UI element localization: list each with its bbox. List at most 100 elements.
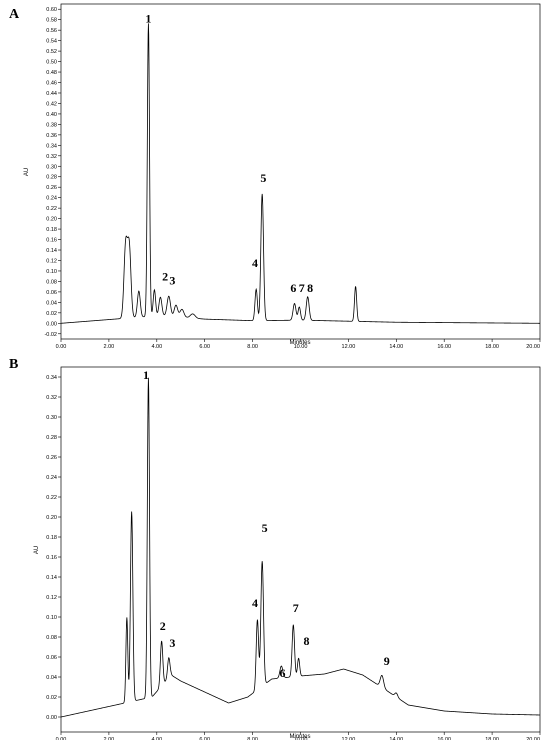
panel-b-plot-frame bbox=[60, 366, 541, 733]
panel-a-y-tick-label: 0.46 bbox=[46, 81, 57, 87]
panel-b-y-tick-label: 0.24 bbox=[46, 475, 57, 481]
panel-a-y-tick-label: 0.32 bbox=[46, 154, 57, 160]
panel-a-y-tick-label: 0.48 bbox=[46, 70, 57, 76]
panel-a-y-tick-label: 0.10 bbox=[46, 269, 57, 275]
panel-a-y-tick-label: 0.40 bbox=[46, 112, 57, 118]
panel-b-x-ticks: 0.00 2.00 4.00 6.00 8.00 10.00 12.00 14.00 16.00… bbox=[56, 732, 541, 740]
panel-b-y-tick-label: 0.30 bbox=[46, 415, 57, 421]
panel-a-y-tick-label: 0.16 bbox=[46, 238, 57, 244]
panel-a-y-tick-label: 0.06 bbox=[46, 290, 57, 296]
panel-b-x-tick-label: 2.00 bbox=[104, 737, 115, 740]
panel-b-label: B bbox=[9, 357, 18, 372]
panel-a-y-tick-label: 0.42 bbox=[46, 101, 57, 107]
panel-b-y-tick-label: 0.18 bbox=[46, 535, 57, 541]
panel-a-y-axis-label: AU bbox=[24, 168, 30, 176]
panel-b-y-tick-label: 0.22 bbox=[46, 495, 57, 501]
panel-a-x-tick-label: 12.00 bbox=[342, 344, 356, 350]
panel-b-peak-label-6: 6 bbox=[280, 666, 286, 680]
panel-a-y-tick-label: 0.00 bbox=[46, 321, 57, 327]
panel-b-trace-line bbox=[60, 377, 541, 718]
panel-a-x-tick-label: 4.00 bbox=[151, 344, 162, 350]
panel-b-y-tick-label: 0.28 bbox=[46, 435, 57, 441]
panel-a-label: A bbox=[9, 7, 20, 22]
panel-a-x-tick-label: 20.00 bbox=[526, 344, 540, 350]
panel-b-y-tick-label: 0.12 bbox=[46, 595, 57, 601]
panel-b-x-tick-label: 14.00 bbox=[389, 737, 403, 740]
panel-b-y-tick-label: 0.14 bbox=[46, 575, 57, 581]
panel-a-x-tick-label: 6.00 bbox=[199, 344, 210, 350]
panel-a-trace-line bbox=[60, 23, 541, 324]
panel-b-x-tick-label: 6.00 bbox=[199, 737, 210, 740]
panel-b-y-ticks: 0.00 0.02 0.04 0.06 0.08 0.10 0.12 0.14 0.16 0.18… bbox=[46, 375, 61, 721]
panel-a-y-tick-label: 0.50 bbox=[46, 60, 57, 66]
panel-a-x-ticks: 0.00 2.00 4.00 6.00 8.00 10.00 12.00 14.00 16.00… bbox=[56, 339, 541, 350]
panel-a-y-tick-label: 0.12 bbox=[46, 258, 57, 264]
panel-b-x-tick-label: 20.00 bbox=[526, 737, 540, 740]
panel-a-y-tick-label: 0.52 bbox=[46, 49, 57, 55]
panel-b-x-tick-label: 4.00 bbox=[151, 737, 162, 740]
panel-b-y-tick-label: 0.04 bbox=[46, 675, 57, 681]
panel-a-y-tick-label: 0.56 bbox=[46, 28, 57, 34]
panel-a-peak-label-8: 8 bbox=[307, 281, 313, 295]
panel-b-y-tick-label: 0.32 bbox=[46, 395, 57, 401]
panel-a-y-tick-label: 0.24 bbox=[46, 196, 57, 202]
panel-b-y-tick-label: 0.34 bbox=[46, 375, 57, 381]
panel-a-y-tick-label: 0.22 bbox=[46, 206, 57, 212]
panel-a-x-axis-label: Minutes bbox=[289, 340, 310, 346]
panel-a-y-tick-label: 0.26 bbox=[46, 185, 57, 191]
panel-a-peak-label-7: 7 bbox=[299, 281, 305, 295]
panel-a-y-tick-label: 0.28 bbox=[46, 175, 57, 181]
panel-a-y-ticks: -0.02 0.00 0.02 0.04 0.06 0.08 0.10 0.12 0.14 0.1… bbox=[44, 7, 61, 338]
panel-a-peak-label-3: 3 bbox=[169, 274, 175, 288]
panel-a-y-tick-label: 0.34 bbox=[46, 143, 57, 149]
panel-a-x-tick-label: 0.00 bbox=[56, 344, 67, 350]
panel-b-y-tick-label: 0.26 bbox=[46, 455, 57, 461]
panel-a-peak-label-6: 6 bbox=[290, 281, 296, 295]
panel-b-peak-label-4: 4 bbox=[252, 596, 258, 610]
panel-a-y-tick-label: 0.38 bbox=[46, 122, 57, 128]
panel-b-peak-label-3: 3 bbox=[169, 636, 175, 650]
panel-a-y-tick-label: 0.04 bbox=[46, 300, 57, 306]
panel-a-x-tick-label: 2.00 bbox=[104, 344, 115, 350]
panel-a-y-tick-label: 0.44 bbox=[46, 91, 57, 97]
panel-b-peak-label-9: 9 bbox=[384, 654, 390, 668]
panel-b-y-tick-label: 0.20 bbox=[46, 515, 57, 521]
panel-a-y-tick-label: 0.02 bbox=[46, 311, 57, 317]
panel-a-x-tick-label: 18.00 bbox=[485, 344, 499, 350]
panel-a-peak-label-4: 4 bbox=[252, 256, 258, 270]
panel-a-x-tick-label: 10.00 bbox=[294, 344, 308, 350]
panel-a-y-tick-label: 0.60 bbox=[46, 7, 57, 13]
panel-a-y-tick-label: 0.58 bbox=[46, 18, 57, 24]
panel-b-y-tick-label: 0.06 bbox=[46, 655, 57, 661]
panel-a-y-tick-label: 0.18 bbox=[46, 227, 57, 233]
panel-b-peak-label-8: 8 bbox=[303, 634, 309, 648]
panel-b-x-tick-label: 10.00 bbox=[294, 737, 308, 740]
panel-a-peak-label-2: 2 bbox=[162, 269, 168, 283]
panel-b-y-tick-label: 0.08 bbox=[46, 635, 57, 641]
panel-a-x-tick-label: 8.00 bbox=[247, 344, 258, 350]
panel-b-peak-label-2: 2 bbox=[160, 619, 166, 633]
panel-a-x-tick-label: 16.00 bbox=[437, 344, 451, 350]
panel-a: A -0.02 0.00 0.02 0.04 0.06 0.08 0.10 0.12 0.14 0… bbox=[9, 3, 541, 350]
panel-a-y-tick-label: 0.30 bbox=[46, 164, 57, 170]
panel-a-y-tick-label: 0.14 bbox=[46, 248, 57, 254]
panel-a-peak-label-1: 1 bbox=[145, 11, 151, 25]
panel-b-x-tick-label: 0.00 bbox=[56, 737, 67, 740]
panel-b-y-axis-label: AU bbox=[34, 546, 40, 554]
panel-b-y-tick-label: 0.10 bbox=[46, 615, 57, 621]
panel-b-x-tick-label: 8.00 bbox=[247, 737, 258, 740]
panel-b-x-axis-label: Minutes bbox=[289, 734, 310, 740]
panel-b-x-tick-label: 16.00 bbox=[437, 737, 451, 740]
panel-b: B 0.000.020.040.060.080.100.120.140.160.… bbox=[9, 357, 541, 740]
panel-b-peak-label-5: 5 bbox=[262, 521, 268, 535]
panel-a-x-tick-label: 14.00 bbox=[389, 344, 403, 350]
panel-a-y-tick-label: 0.08 bbox=[46, 279, 57, 285]
panel-b-y-tick-label: 0.02 bbox=[46, 695, 57, 701]
panel-b-peak-label-1: 1 bbox=[143, 368, 149, 382]
panel-b-x-tick-label: 12.00 bbox=[342, 737, 356, 740]
panel-b-y-tick-label: 0.00 bbox=[46, 715, 57, 721]
panel-a-y-tick-label: 0.20 bbox=[46, 217, 57, 223]
